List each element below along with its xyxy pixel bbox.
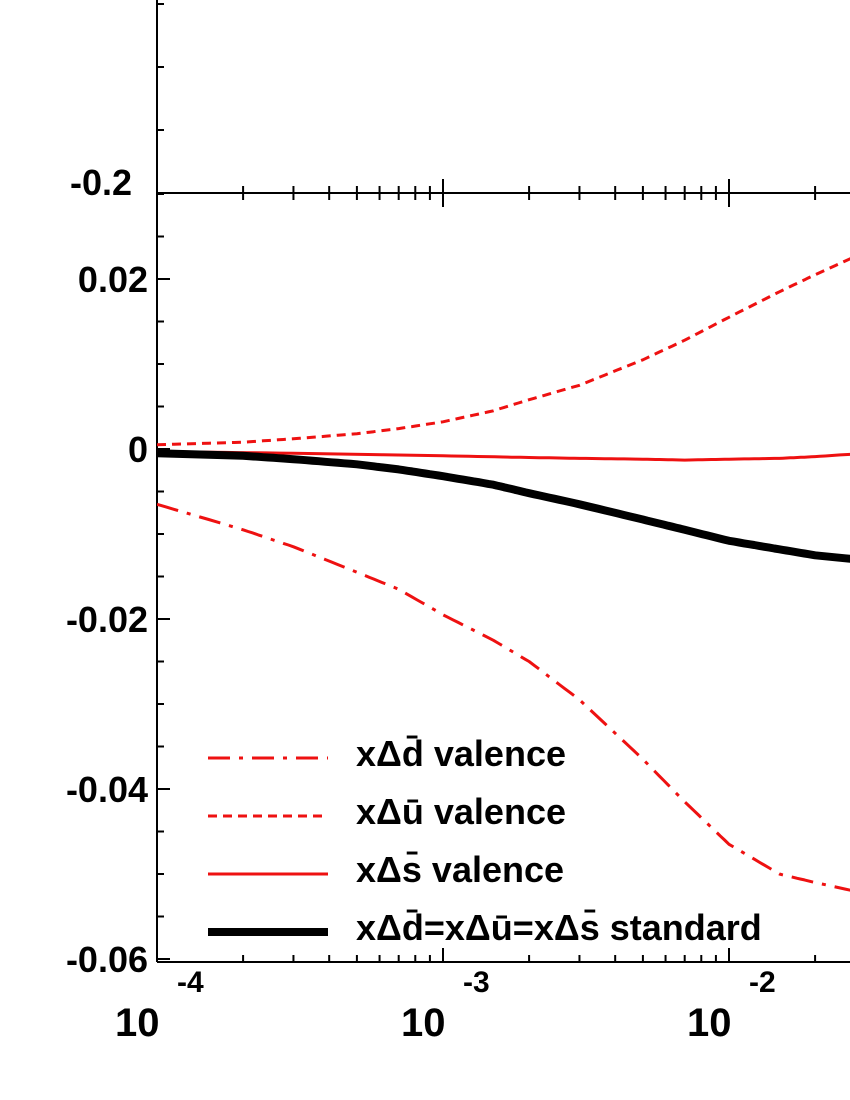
x-tick-label-base: 10 xyxy=(401,1001,446,1045)
x-tick-label-exponent: -4 xyxy=(177,966,204,999)
x-tick-label-base: 10 xyxy=(687,1001,732,1045)
series xyxy=(157,257,850,892)
axes xyxy=(156,0,850,963)
y-tick-label: -0.02 xyxy=(66,599,148,640)
legend-label: xΔū valence xyxy=(356,791,566,832)
legend-label: xΔd̄=xΔū=xΔs̄ standard xyxy=(356,907,762,948)
legend-label: xΔs̄ valence xyxy=(356,849,564,890)
x-tick-label-base: 10 xyxy=(115,1001,160,1045)
y-tick-label: 0.02 xyxy=(78,259,148,300)
legend-label: xΔd̄ valence xyxy=(356,733,566,774)
series-line-4 xyxy=(157,449,850,563)
ticks xyxy=(156,3,817,962)
legend: xΔd̄ valence xΔū valence xΔs̄ valence xΔd̄=… xyxy=(208,733,762,948)
series-line-1 xyxy=(157,502,850,892)
y-tick-label: -0.06 xyxy=(66,939,148,980)
series-line-3 xyxy=(157,450,850,462)
x-tick-label-exponent: -2 xyxy=(749,966,776,999)
tick-labels: 0.02 0 -0.02 -0.04 -0.06 -0.2 10 -4 10 -3 10 -2 xyxy=(66,162,776,1045)
x-tick-label-exponent: -3 xyxy=(463,966,490,999)
y-tick-label: -0.04 xyxy=(66,769,148,810)
upper-y-tick-label: -0.2 xyxy=(70,162,132,203)
y-tick-label: 0 xyxy=(128,429,148,470)
series-line-2 xyxy=(157,257,850,447)
